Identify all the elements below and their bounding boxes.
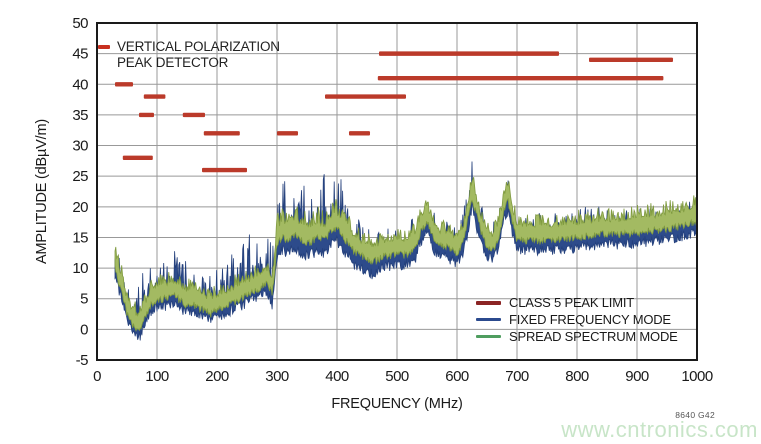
x-tick-label: 700 — [505, 368, 529, 385]
limit-segment — [589, 57, 673, 62]
y-tick-label: 40 — [72, 76, 88, 93]
limit-segment — [115, 82, 133, 87]
legend-label-class5: CLASS 5 PEAK LIMIT — [509, 295, 635, 310]
limit-segment — [182, 112, 205, 118]
legend-marker-spread-spectrum — [476, 335, 501, 338]
chart-annotation: VERTICAL POLARIZATION PEAK DETECTOR — [96, 39, 280, 71]
y-tick-label: 35 — [72, 107, 88, 124]
limit-segment — [377, 75, 664, 81]
x-tick-label: 200 — [205, 368, 229, 385]
legend-item-spread-spectrum: SPREAD SPECTRUM MODE — [476, 328, 678, 345]
x-tick-label: 400 — [325, 368, 349, 385]
x-axis-title: FREQUENCY (MHz) — [331, 396, 462, 412]
legend-marker-class5 — [476, 300, 501, 305]
x-axis-tick-labels: 0 100 200 300 400 500 600 700 800 900 1000 — [93, 368, 713, 385]
y-axis-title: AMPLITUDE (dBµV/m) — [34, 119, 50, 264]
x-tick-label: 100 — [145, 368, 169, 385]
plot-border — [96, 22, 698, 361]
annotation-line2: PEAK DETECTOR — [117, 55, 229, 70]
limit-segment — [202, 167, 247, 173]
limit-segment — [143, 94, 166, 99]
legend-marker-fixed-frequency — [476, 318, 501, 321]
y-tick-label: 45 — [72, 46, 88, 63]
y-tick-label: 10 — [72, 260, 88, 277]
legend-item-class5: CLASS 5 PEAK LIMIT — [476, 294, 678, 311]
limit-segment — [379, 51, 559, 56]
legend-label-fixed-frequency: FIXED FREQUENCY MODE — [509, 312, 671, 327]
y-tick-label: 15 — [72, 229, 88, 246]
x-tick-label: 900 — [625, 368, 649, 385]
y-tick-label: 0 — [80, 321, 88, 338]
class5-peak-limit-segments — [115, 51, 673, 173]
x-tick-label: 300 — [265, 368, 289, 385]
legend-label-spread-spectrum: SPREAD SPECTRUM MODE — [509, 329, 678, 344]
limit-segment — [139, 112, 154, 118]
x-tick-label: 600 — [445, 368, 469, 385]
y-tick-label: 20 — [72, 199, 88, 216]
x-tick-label: 500 — [385, 368, 409, 385]
y-tick-label: 50 — [72, 15, 88, 32]
x-tick-label: 0 — [93, 368, 101, 385]
x-tick-label: 1000 — [681, 368, 713, 385]
figure-reference: 8640 G42 — [675, 410, 715, 420]
annotation-line1: VERTICAL POLARIZATION — [117, 39, 280, 54]
limit-segment — [203, 131, 240, 136]
limit-segment — [349, 131, 370, 136]
limit-segment — [325, 94, 406, 99]
limit-segment — [277, 131, 298, 136]
y-tick-label: -5 — [76, 352, 88, 369]
watermark: www.cntronics.com — [561, 417, 758, 442]
x-tick-label: 800 — [565, 368, 589, 385]
chart-legend: CLASS 5 PEAK LIMIT FIXED FREQUENCY MODE … — [476, 294, 678, 345]
legend-item-fixed-frequency: FIXED FREQUENCY MODE — [476, 311, 678, 328]
y-tick-label: 5 — [80, 291, 88, 308]
limit-segment — [122, 155, 153, 160]
limit-dash-icon — [98, 45, 110, 49]
y-tick-label: 30 — [72, 138, 88, 155]
y-tick-label: 25 — [72, 168, 88, 185]
